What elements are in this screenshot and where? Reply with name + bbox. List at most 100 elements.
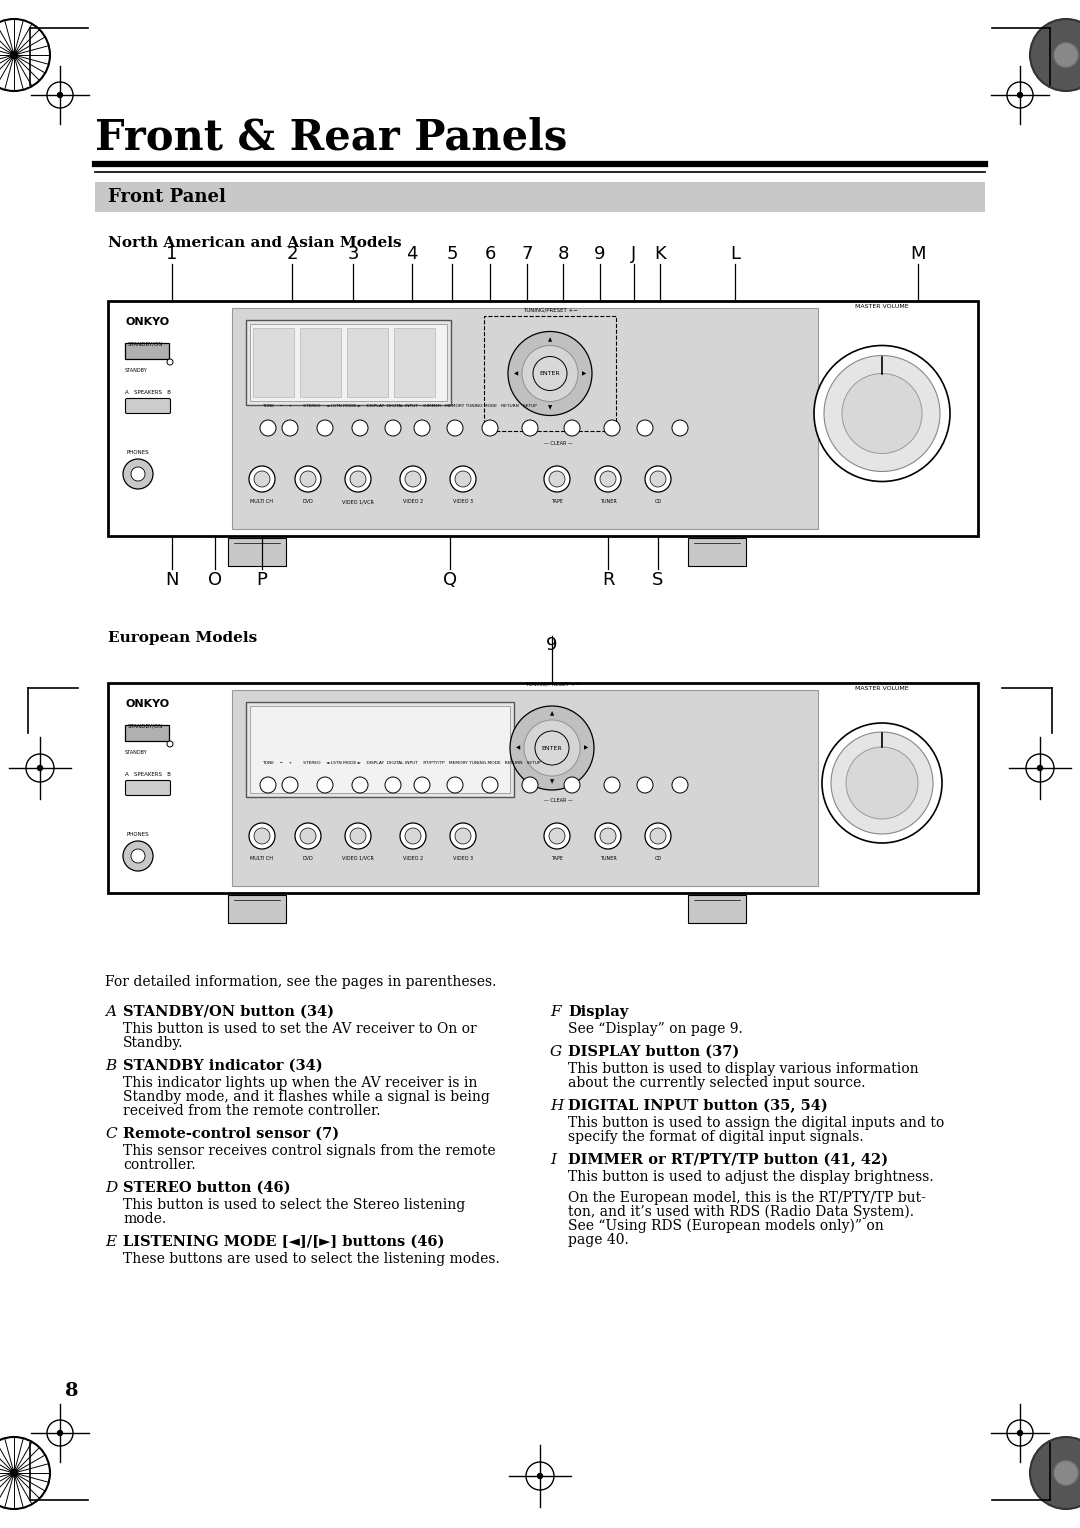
Circle shape bbox=[645, 466, 671, 492]
Circle shape bbox=[352, 778, 368, 793]
Circle shape bbox=[295, 824, 321, 850]
Bar bbox=[688, 538, 746, 565]
Circle shape bbox=[131, 850, 145, 863]
Circle shape bbox=[522, 420, 538, 435]
Text: 6: 6 bbox=[484, 244, 496, 263]
Circle shape bbox=[549, 828, 565, 843]
Text: G: G bbox=[550, 1045, 562, 1059]
Text: TONE    −    +        STEREO    ◄ LSTN MODE ►    DISPLAY  DIGITAL INPUT    RT/PT: TONE − + STEREO ◄ LSTN MODE ► DISPLAY DI… bbox=[262, 761, 540, 766]
Text: ▲: ▲ bbox=[550, 712, 554, 717]
Text: These buttons are used to select the listening modes.: These buttons are used to select the lis… bbox=[123, 1251, 500, 1267]
Text: MULTI CH: MULTI CH bbox=[251, 856, 273, 860]
Text: TUNER: TUNER bbox=[599, 500, 617, 504]
Circle shape bbox=[345, 824, 372, 850]
Text: F: F bbox=[550, 1005, 561, 1019]
Bar bbox=[688, 895, 746, 923]
Circle shape bbox=[549, 471, 565, 487]
Circle shape bbox=[300, 471, 316, 487]
Circle shape bbox=[600, 471, 616, 487]
Circle shape bbox=[260, 420, 276, 435]
Text: 9: 9 bbox=[546, 636, 557, 654]
Text: 4: 4 bbox=[406, 244, 418, 263]
Circle shape bbox=[384, 420, 401, 435]
Text: This button is used to display various information: This button is used to display various i… bbox=[568, 1062, 919, 1076]
Text: about the currently selected input source.: about the currently selected input sourc… bbox=[568, 1076, 865, 1089]
Circle shape bbox=[167, 741, 173, 747]
Text: ton, and it’s used with RDS (Radio Data System).: ton, and it’s used with RDS (Radio Data … bbox=[568, 1206, 914, 1219]
Text: This button is used to adjust the display brightness.: This button is used to adjust the displa… bbox=[568, 1170, 933, 1184]
Text: controller.: controller. bbox=[123, 1158, 195, 1172]
Text: STEREO button (46): STEREO button (46) bbox=[123, 1181, 291, 1195]
Circle shape bbox=[831, 732, 933, 834]
Text: page 40.: page 40. bbox=[568, 1233, 629, 1247]
Circle shape bbox=[249, 824, 275, 850]
Text: 7: 7 bbox=[522, 244, 532, 263]
Text: ONKYO: ONKYO bbox=[126, 316, 171, 327]
Circle shape bbox=[400, 466, 426, 492]
Text: TUNING/PRESET +−: TUNING/PRESET +− bbox=[525, 681, 580, 686]
Text: Q: Q bbox=[443, 571, 457, 588]
Text: This button is used to assign the digital inputs and to: This button is used to assign the digita… bbox=[568, 1115, 944, 1131]
Circle shape bbox=[282, 778, 298, 793]
Text: DISPLAY button (37): DISPLAY button (37) bbox=[568, 1045, 739, 1059]
Circle shape bbox=[1053, 43, 1079, 67]
Text: L: L bbox=[730, 244, 740, 263]
Text: 9: 9 bbox=[594, 244, 606, 263]
Circle shape bbox=[123, 458, 153, 489]
Bar bbox=[228, 895, 286, 923]
Circle shape bbox=[131, 468, 145, 481]
Text: ◀: ◀ bbox=[516, 746, 521, 750]
Text: received from the remote controller.: received from the remote controller. bbox=[123, 1105, 380, 1118]
Circle shape bbox=[824, 356, 940, 472]
Text: ONKYO: ONKYO bbox=[126, 698, 171, 709]
Text: ENTER: ENTER bbox=[542, 746, 563, 750]
Text: STANDBY/ON: STANDBY/ON bbox=[129, 341, 163, 345]
Circle shape bbox=[318, 420, 333, 435]
Circle shape bbox=[455, 828, 471, 843]
Circle shape bbox=[482, 778, 498, 793]
Circle shape bbox=[1017, 93, 1023, 98]
Text: ▶: ▶ bbox=[584, 746, 589, 750]
Text: See “Display” on page 9.: See “Display” on page 9. bbox=[568, 1022, 743, 1036]
Bar bbox=[300, 329, 341, 397]
Circle shape bbox=[508, 332, 592, 416]
Text: N: N bbox=[165, 571, 179, 588]
Circle shape bbox=[384, 778, 401, 793]
Bar bbox=[95, 182, 985, 212]
Circle shape bbox=[1030, 1436, 1080, 1510]
Text: D: D bbox=[105, 1181, 118, 1195]
Text: 5: 5 bbox=[446, 244, 458, 263]
Text: I: I bbox=[550, 1154, 556, 1167]
Text: See “Using RDS (European models only)” on: See “Using RDS (European models only)” o… bbox=[568, 1219, 883, 1233]
Text: This indicator lights up when the AV receiver is in: This indicator lights up when the AV rec… bbox=[123, 1076, 477, 1089]
Bar bbox=[232, 309, 818, 529]
Circle shape bbox=[846, 747, 918, 819]
Text: R: R bbox=[602, 571, 615, 588]
Circle shape bbox=[414, 420, 430, 435]
Circle shape bbox=[295, 466, 321, 492]
Circle shape bbox=[564, 778, 580, 793]
Text: ENTER: ENTER bbox=[540, 371, 561, 376]
Circle shape bbox=[510, 706, 594, 790]
Circle shape bbox=[345, 466, 372, 492]
Text: This button is used to select the Stereo listening: This button is used to select the Stereo… bbox=[123, 1198, 465, 1212]
Text: VIDEO 2: VIDEO 2 bbox=[403, 856, 423, 860]
Circle shape bbox=[604, 778, 620, 793]
Text: On the European model, this is the RT/PTY/TP but-: On the European model, this is the RT/PT… bbox=[568, 1190, 926, 1206]
Circle shape bbox=[650, 828, 666, 843]
Circle shape bbox=[254, 471, 270, 487]
Circle shape bbox=[672, 420, 688, 435]
Circle shape bbox=[352, 420, 368, 435]
Text: TAPE: TAPE bbox=[551, 856, 563, 860]
Text: specify the format of digital input signals.: specify the format of digital input sign… bbox=[568, 1131, 864, 1144]
Text: E: E bbox=[105, 1235, 117, 1248]
Text: VIDEO 2: VIDEO 2 bbox=[403, 500, 423, 504]
Bar bbox=[232, 691, 818, 886]
Text: H: H bbox=[550, 1099, 564, 1112]
Circle shape bbox=[842, 373, 922, 454]
Text: DVD: DVD bbox=[302, 856, 313, 860]
Text: North American and Asian Models: North American and Asian Models bbox=[108, 235, 402, 251]
Circle shape bbox=[123, 840, 153, 871]
Bar bbox=[125, 724, 168, 741]
Circle shape bbox=[167, 359, 173, 365]
